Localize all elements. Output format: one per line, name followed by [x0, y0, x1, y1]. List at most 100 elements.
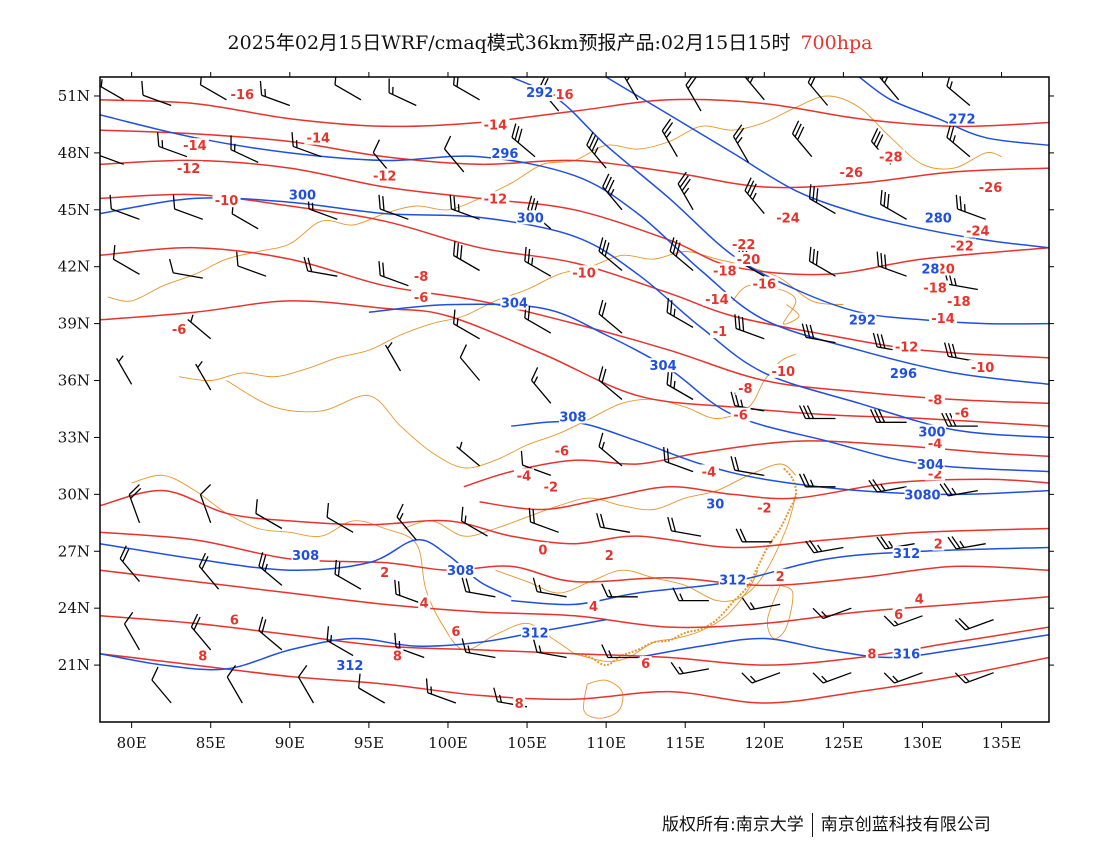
- wind-barb: [396, 503, 417, 541]
- x-tick-label: 85E: [196, 734, 226, 752]
- contour-label-bg: [698, 464, 719, 479]
- wind-barb: [326, 502, 354, 533]
- y-tick-label: 30N: [58, 485, 90, 503]
- wind-barb: [461, 577, 496, 598]
- boundary-line: [495, 494, 797, 602]
- x-tick-label: 125E: [824, 734, 864, 752]
- y-tick-label: 36N: [58, 372, 90, 390]
- wind-barb: [449, 194, 480, 220]
- contour-label-bg: [968, 360, 997, 375]
- wind-barb: [805, 539, 844, 554]
- temperature-label: -1: [713, 325, 727, 340]
- temperature-label: -22: [732, 238, 756, 253]
- wind-barb: [116, 355, 133, 385]
- temperature-label: -2: [757, 502, 771, 517]
- height-label: 3080: [904, 488, 940, 503]
- wind-barb: [602, 173, 623, 211]
- temperature-label: -12: [177, 162, 201, 177]
- y-tick-label: 45N: [58, 201, 90, 219]
- wind-barb: [598, 432, 623, 467]
- wind-barb: [168, 258, 203, 279]
- wind-barb: [199, 484, 212, 524]
- wind-barb: [190, 613, 212, 651]
- x-tick-label: 80E: [117, 734, 147, 752]
- temperature-isotherm: [100, 489, 1049, 549]
- wind-barb: [734, 314, 765, 340]
- wind-barb: [876, 536, 915, 550]
- contour-label-bg: [892, 546, 921, 561]
- temperature-label: 0: [538, 543, 547, 558]
- y-tick-label: 33N: [58, 428, 90, 446]
- contour-label-bg: [525, 85, 554, 100]
- contour-label-bg: [918, 424, 946, 439]
- contour-label-bg: [865, 646, 878, 661]
- x-tick-label: 130E: [903, 734, 943, 752]
- wind-barb: [258, 616, 283, 651]
- contour-label-bg: [963, 223, 992, 238]
- wind-barb: [388, 78, 417, 107]
- contour-label-bg: [378, 565, 391, 579]
- contour-label-bg: [904, 487, 941, 502]
- height-label: 292: [849, 314, 876, 329]
- wind-barb: [532, 638, 567, 659]
- temperature-label: -14: [931, 312, 955, 327]
- temperature-label: -24: [966, 225, 990, 240]
- y-tick-label: 21N: [58, 656, 90, 674]
- wind-barb: [187, 314, 212, 340]
- contour-label-bg: [516, 210, 545, 225]
- temperature-label: -10: [772, 365, 796, 380]
- contour-label-bg: [750, 276, 779, 291]
- temperature-label: -16: [231, 88, 255, 103]
- contour-label-bg: [925, 436, 946, 450]
- wind-barb: [230, 135, 259, 163]
- wind-barb: [258, 552, 283, 586]
- wind-barb: [530, 367, 552, 404]
- contour-label-bg: [774, 568, 787, 583]
- wind-barb: [100, 153, 124, 165]
- temperature-label: 2: [605, 549, 614, 564]
- contour-label-bg: [570, 265, 598, 280]
- contour-label-bg: [639, 656, 652, 671]
- boundary-line: [766, 584, 794, 640]
- temperature-label: -6: [733, 409, 747, 424]
- temperature-label: -12: [373, 170, 397, 185]
- contour-label-bg: [603, 548, 616, 562]
- wind-barb: [378, 194, 409, 220]
- boundary-line: [131, 474, 575, 655]
- temperature-isotherm: [100, 652, 1049, 704]
- wind-barb: [384, 341, 402, 372]
- contour-label-bg: [335, 658, 364, 672]
- wind-barb: [808, 184, 836, 215]
- contour-labels: -16 -16-14-14-14-12 -12-12-10-10-8-6-6-28-…: [169, 85, 1005, 712]
- wind-barb: [532, 577, 567, 598]
- height-label: 308: [447, 564, 474, 579]
- wind-barb: [123, 611, 141, 651]
- contour-label-bg: [481, 117, 510, 132]
- wind-barb: [798, 473, 836, 488]
- wind-barb: [878, 77, 900, 101]
- height-label: 296: [890, 367, 917, 382]
- wind-barb: [199, 77, 227, 101]
- wind-barb: [661, 118, 678, 158]
- footer-divider: [811, 813, 813, 837]
- temperature-label: -8: [414, 270, 428, 285]
- wind-barb: [685, 77, 702, 112]
- temperature-label: 6: [894, 608, 903, 623]
- temperature-label: 6: [641, 657, 650, 672]
- temperature-label: -4: [517, 469, 531, 484]
- y-tick-label: 39N: [58, 315, 90, 333]
- temperature-label: -2: [544, 481, 558, 496]
- contour-label-bg: [735, 381, 756, 395]
- x-tick-label: 105E: [507, 734, 547, 752]
- wind-barb: [883, 672, 923, 684]
- contour-label-bg: [180, 138, 209, 153]
- wind-barb: [741, 672, 781, 684]
- contour-label-bg: [976, 179, 1005, 194]
- x-tick-label: 115E: [665, 734, 705, 752]
- contour-label-bg: [500, 295, 529, 310]
- wind-barb: [443, 135, 465, 173]
- height-label: 30: [706, 498, 724, 513]
- wind-barb: [669, 237, 694, 271]
- wind-barb: [598, 299, 623, 334]
- wind-barb: [667, 516, 702, 537]
